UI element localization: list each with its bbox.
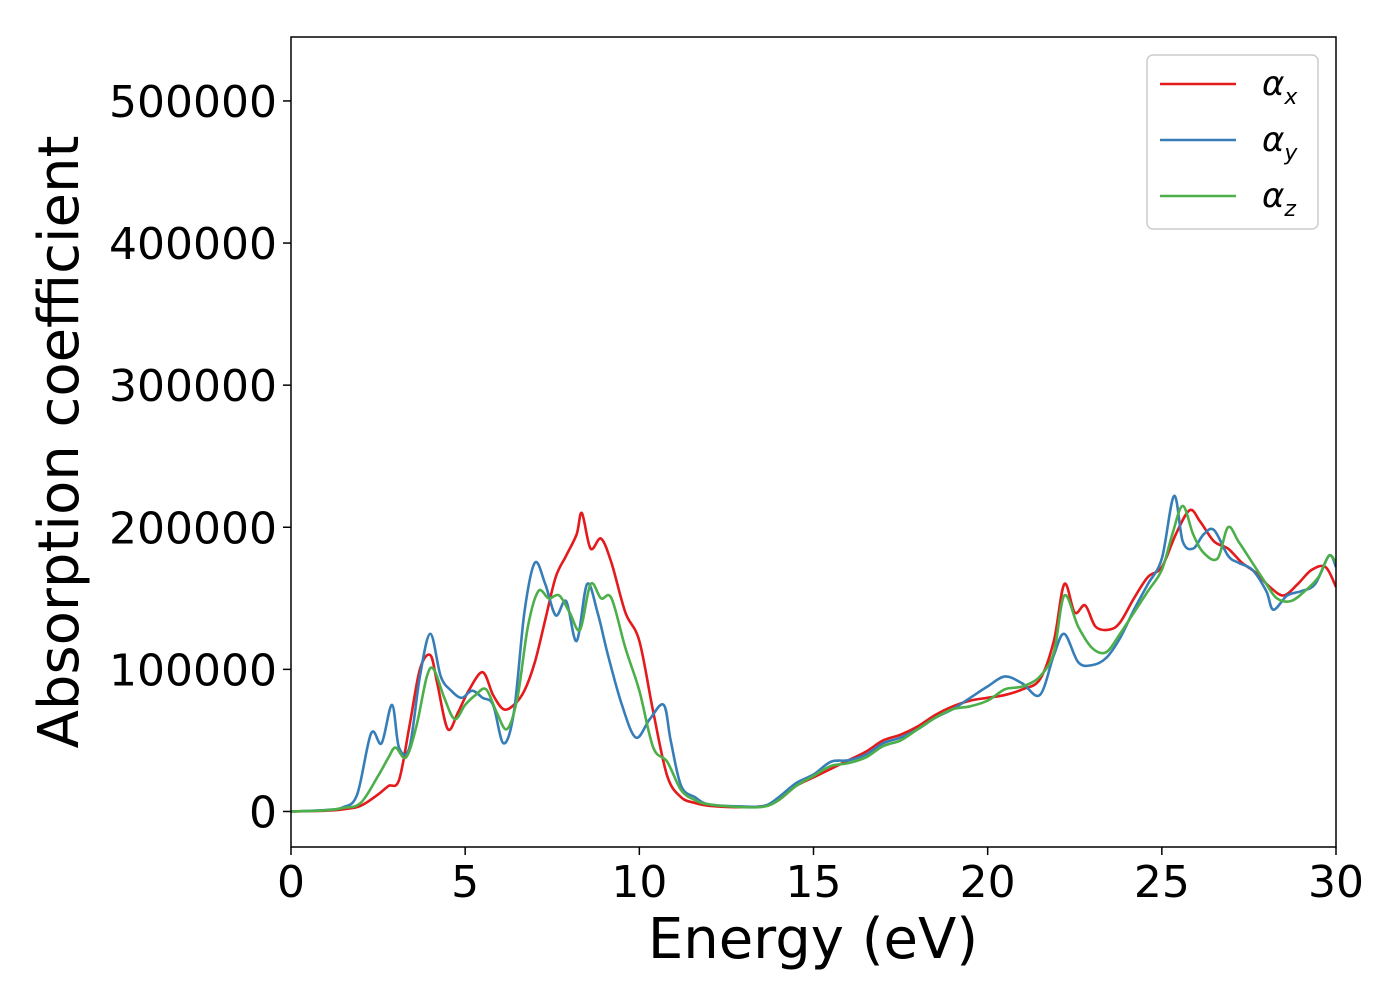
series-layer <box>291 494 1336 813</box>
x-tick-label: 5 <box>451 857 479 908</box>
y-tick-label: 100000 <box>109 645 277 696</box>
series-line-alpha-x <box>291 508 1336 813</box>
x-tick-label: 0 <box>277 857 305 908</box>
y-tick-label: 200000 <box>109 503 277 554</box>
x-axis-title: Energy (eV) <box>648 907 978 972</box>
series-line-alpha-y <box>291 494 1336 813</box>
y-axis-title: Absorption coefficient <box>27 136 92 749</box>
y-tick-label: 300000 <box>109 361 277 412</box>
legend-box <box>1146 54 1319 230</box>
x-tick-label: 30 <box>1308 857 1364 908</box>
y-tick-label: 400000 <box>109 219 277 270</box>
x-axis: 0 5 10 15 20 25 30 <box>277 847 1364 908</box>
y-axis: 0 100000 200000 300000 400000 500000 <box>109 77 291 838</box>
x-tick-label: 25 <box>1134 857 1190 908</box>
series-line-alpha-z <box>291 504 1336 813</box>
x-tick-label: 10 <box>611 857 667 908</box>
y-tick-label: 0 <box>249 787 277 838</box>
x-tick-label: 15 <box>786 857 842 908</box>
legend-label-alpha-y: αy <box>1262 120 1298 166</box>
legend-label-alpha-x: αx <box>1262 64 1298 110</box>
legend: αx αy αz <box>1146 54 1319 230</box>
x-tick-label: 20 <box>960 857 1016 908</box>
y-tick-label: 500000 <box>109 77 277 128</box>
legend-label-alpha-z: αz <box>1262 176 1296 222</box>
